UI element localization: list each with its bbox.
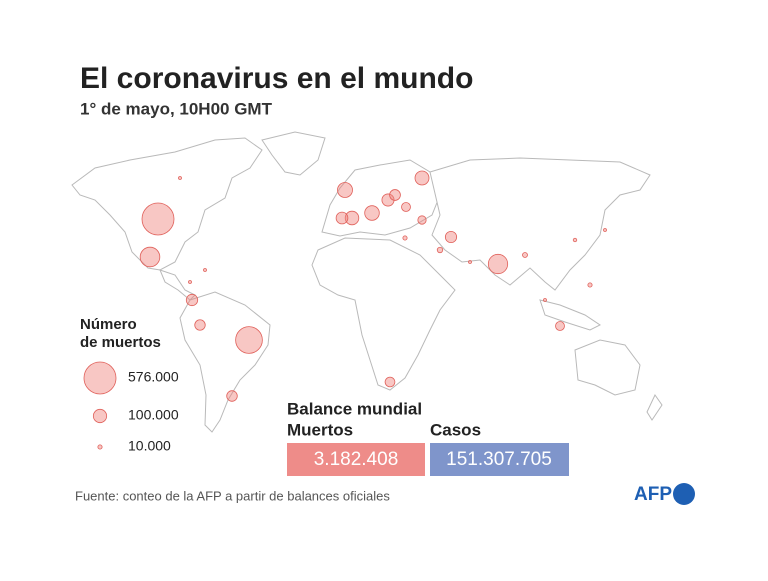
death-bubble (384, 376, 396, 388)
death-bubble (543, 298, 547, 302)
title: El coronavirus en el mundo (80, 62, 473, 95)
logo-dot (673, 483, 695, 505)
death-bubble (188, 280, 192, 284)
cases-box (430, 443, 569, 476)
death-bubble (337, 182, 353, 198)
death-bubble (344, 210, 360, 226)
death-bubble (185, 293, 199, 307)
legend: 576.000 100.000 10.000 (83, 361, 179, 454)
deaths-box (287, 443, 425, 476)
death-bubble (468, 260, 472, 264)
death-bubble (401, 202, 411, 212)
death-bubble (226, 390, 238, 402)
death-bubble (194, 319, 206, 331)
death-bubble (203, 268, 207, 272)
legend-bubble (83, 361, 117, 395)
death-bubble (141, 202, 175, 236)
legend-bubble (92, 408, 108, 424)
southeast-asia (539, 299, 601, 331)
death-bubble (335, 211, 349, 225)
source: Fuente: conteo de la AFP a partir de bal… (75, 488, 390, 503)
balance-title: Balance mundial (287, 399, 422, 418)
legend-label: 10.000 (128, 438, 171, 454)
death-bubble (178, 176, 182, 180)
legend-title: de muertos (80, 334, 161, 351)
death-bubble (414, 170, 430, 186)
death-bubble (603, 228, 607, 232)
asia (429, 157, 651, 291)
death-bubble (235, 326, 263, 354)
africa (311, 237, 456, 391)
death-bubble (587, 282, 593, 288)
death-bubble (417, 215, 427, 225)
legend-label: 576.000 (128, 369, 179, 385)
death-bubble (402, 235, 408, 241)
death-bubble (436, 246, 444, 254)
death-bubble (389, 189, 401, 201)
north-america (71, 137, 263, 271)
logo-text: AFP (634, 484, 672, 505)
new-zealand (646, 394, 663, 421)
deaths-value: 3.182.408 (314, 449, 399, 470)
legend-label: 100.000 (128, 407, 179, 423)
subtitle: 1° de mayo, 10H00 GMT (80, 99, 273, 118)
greenland (261, 131, 326, 176)
death-bubble (139, 246, 161, 268)
deaths-label: Muertos (287, 420, 353, 439)
death-bubble (555, 321, 565, 331)
central-america (159, 269, 196, 301)
death-bubble (444, 230, 458, 244)
death-bubble (487, 253, 509, 275)
australia (574, 339, 641, 396)
death-bubble (572, 237, 578, 243)
cases-value: 151.307.705 (446, 449, 552, 470)
legend-bubble (97, 444, 103, 450)
cases-label: Casos (430, 420, 481, 439)
death-bubble (522, 252, 528, 258)
death-bubble (364, 205, 380, 221)
death-bubbles (139, 170, 607, 402)
legend-title: Número (80, 316, 137, 333)
